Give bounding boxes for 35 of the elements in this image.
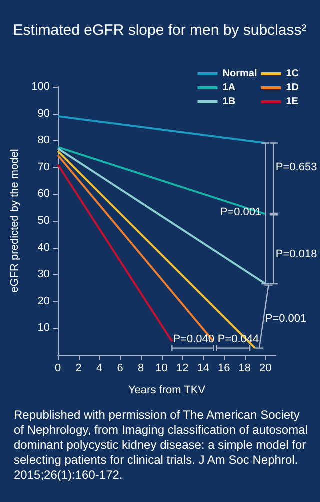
annotation: P=0.001: [220, 206, 262, 219]
legend-label: 1C: [286, 68, 300, 80]
x-tick-label: 10: [156, 362, 168, 374]
x-tick-label: 12: [176, 362, 189, 374]
legend-label: Normal: [222, 68, 258, 80]
y-tick-label: 100: [32, 81, 50, 93]
legend-label: 1E: [286, 96, 299, 108]
y-tick-label: 30: [38, 268, 50, 281]
y-axis-title: eGFR predicted by the model: [9, 149, 22, 293]
annotation: P=0.018: [276, 248, 318, 261]
y-tick-label: 70: [38, 161, 50, 174]
x-tick-label: 6: [117, 362, 124, 374]
y-tick-label: 10: [38, 322, 50, 334]
annotation: P=0.653: [276, 161, 318, 174]
text: Republished with permission of The American Society of Nephrology, from Imaging classification of autosomal dominant polycystic kidney disease: a simple model for selecting patients for clinical trials. J Am Soc Nephrol. 2015;26(1):160-172.: [14, 408, 309, 483]
y-tick-label: 90: [38, 108, 50, 120]
legend-label: 1B: [222, 96, 236, 108]
y-tick-label: 20: [38, 295, 50, 308]
x-tick-label: 8: [138, 362, 144, 374]
x-tick-label: 20: [259, 362, 272, 374]
annotation: P=0.001: [265, 312, 307, 325]
y-tick-label: 80: [38, 134, 50, 147]
legend-label: 1A: [222, 82, 236, 94]
x-tick-label: 4: [96, 362, 103, 374]
y-tick-label: 50: [38, 215, 50, 227]
legend-label: 1D: [286, 82, 300, 94]
y-tick-label: 40: [38, 242, 50, 254]
x-tick-label: 18: [238, 362, 251, 374]
x-tick-label: 0: [54, 362, 62, 374]
y-tick-label: 60: [38, 188, 50, 200]
x-tick-label: 2: [76, 362, 82, 374]
x-tick-label: 16: [218, 362, 230, 374]
x-tick-label: 14: [197, 362, 210, 374]
chart-title: Estimated eGFR slope for men by subclass²: [13, 22, 307, 39]
x-axis-title: Years from TKV: [128, 384, 206, 396]
